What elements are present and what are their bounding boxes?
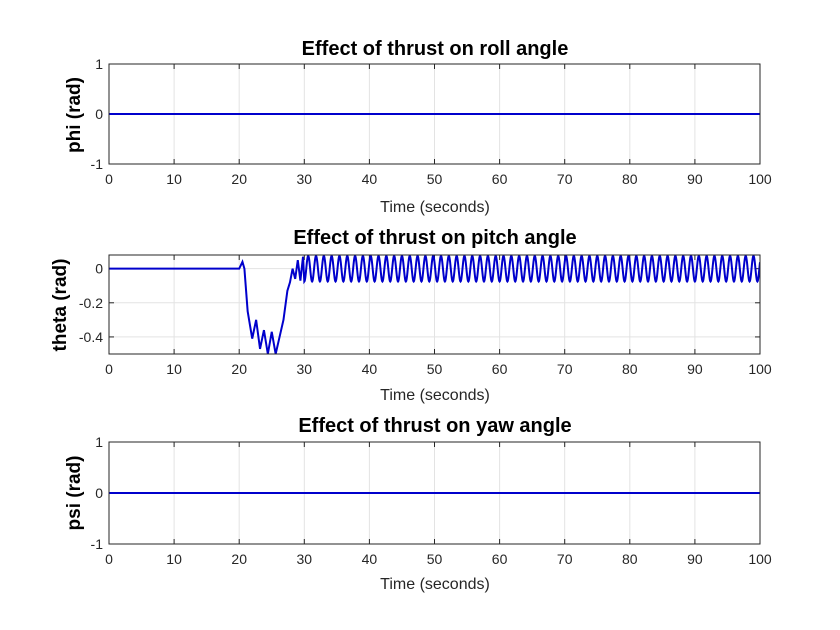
x-tick-label: 60: [492, 551, 508, 567]
x-tick-label: 20: [231, 551, 247, 567]
x-tick-label: 40: [362, 361, 378, 377]
x-axis-label: Time (seconds): [380, 576, 490, 593]
x-tick-label: 30: [297, 171, 313, 187]
subplot-roll: Effect of thrust on roll angle phi (rad)…: [64, 38, 568, 216]
x-tick-label: 100: [748, 551, 772, 567]
x-tick-label: 10: [166, 171, 182, 187]
x-tick-label: 20: [231, 361, 247, 377]
series-line: [109, 255, 760, 354]
x-tick-label: 100: [748, 171, 772, 187]
x-tick-label: 40: [362, 171, 378, 187]
y-axis-label: phi (rad): [64, 77, 85, 153]
x-tick-label: 50: [427, 551, 443, 567]
x-tick-label: 60: [492, 171, 508, 187]
x-tick-label: 0: [105, 361, 113, 377]
y-tick-label: -1: [91, 536, 104, 552]
y-tick-label: -1: [91, 156, 104, 172]
y-tick-label: -0.4: [79, 329, 103, 345]
axes-frame: [108, 254, 761, 355]
chart-title: Effect of thrust on roll angle: [302, 38, 569, 60]
x-tick-label: 80: [622, 551, 638, 567]
axes-frame: [108, 63, 761, 165]
x-tick-label: 20: [231, 171, 247, 187]
x-tick-label: 0: [105, 171, 113, 187]
x-tick-label: 10: [166, 551, 182, 567]
x-axis-label: Time (seconds): [380, 387, 490, 404]
x-tick-label: 70: [557, 361, 573, 377]
x-tick-label: 60: [492, 361, 508, 377]
plot-area-2: 0 10 20 30 40 50 60 70 80 90 100-101: [91, 434, 772, 567]
x-tick-label: 70: [557, 171, 573, 187]
x-tick-label: 0: [105, 551, 113, 567]
y-axis-label: theta (rad): [50, 259, 71, 352]
x-tick-label: 50: [427, 361, 443, 377]
chart-title: Effect of thrust on yaw angle: [298, 415, 571, 437]
x-tick-label: 90: [687, 361, 703, 377]
x-axis-label: Time (seconds): [380, 199, 490, 216]
plot-area-1: 0 10 20 30 40 50 60 70 80 90 100 -0.4 -0.2 0: [79, 254, 772, 377]
x-tick-label: 30: [297, 361, 313, 377]
plot-area-0: 0 10 20 30 40 50 60 70 80 90 100-101: [91, 56, 772, 187]
chart-title: Effect of thrust on pitch angle: [293, 227, 576, 249]
x-tick-label: 90: [687, 551, 703, 567]
x-tick-label: 10: [166, 361, 182, 377]
x-tick-label: 80: [622, 361, 638, 377]
x-tick-label: 100: [748, 361, 772, 377]
axes-frame: [108, 441, 761, 545]
x-tick-label: 70: [557, 551, 573, 567]
x-tick-label: 80: [622, 171, 638, 187]
x-tick-label: 40: [362, 551, 378, 567]
y-tick-label: -0.2: [79, 295, 103, 311]
y-tick-label: 0: [95, 106, 103, 122]
y-tick-label: 0: [95, 485, 103, 501]
y-tick-label: 0: [95, 261, 103, 277]
subplot-pitch: Effect of thrust on pitch angle theta (r…: [50, 227, 577, 404]
y-axis-label: psi (rad): [64, 456, 85, 531]
y-tick-label: 1: [95, 434, 103, 450]
y-tick-label: 1: [95, 56, 103, 72]
x-tick-label: 30: [297, 551, 313, 567]
x-tick-label: 90: [687, 171, 703, 187]
x-tick-label: 50: [427, 171, 443, 187]
subplot-yaw: Effect of thrust on yaw angle psi (rad) …: [64, 415, 572, 593]
